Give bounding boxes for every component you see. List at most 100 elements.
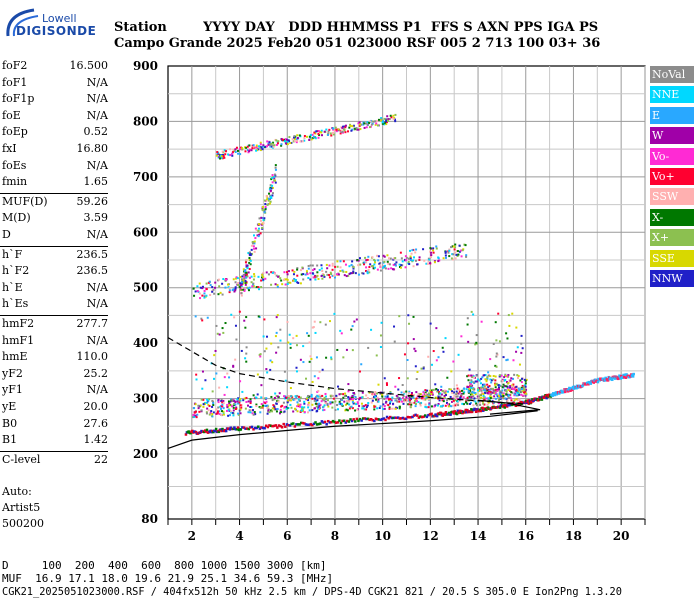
echo-point — [336, 265, 339, 268]
trace-point — [512, 401, 515, 405]
echo-point — [219, 405, 222, 408]
echo-point — [524, 385, 527, 388]
echo-point — [200, 409, 203, 412]
y-tick-label: 800 — [133, 114, 158, 128]
echo-point — [218, 152, 221, 155]
echo-point — [321, 277, 324, 280]
echo-point — [479, 403, 482, 406]
trace-point — [342, 419, 346, 423]
echo-point — [349, 124, 352, 127]
param-value: N/A — [86, 158, 108, 172]
trace-point — [373, 419, 376, 423]
echo-point — [366, 397, 369, 400]
echo-point — [259, 141, 262, 144]
echo-point — [437, 356, 440, 359]
echo-point — [373, 405, 376, 408]
trace-point — [194, 431, 198, 434]
echo-point — [283, 406, 286, 409]
echo-point — [270, 395, 273, 398]
echo-point — [450, 405, 453, 408]
echo-point — [482, 388, 485, 391]
echo-point — [252, 242, 255, 245]
echo-point — [477, 387, 480, 390]
echo-point — [286, 282, 289, 285]
echo-point — [232, 148, 235, 151]
echo-point — [285, 407, 288, 410]
echo-point — [321, 406, 324, 409]
echo-point — [452, 404, 455, 407]
trace-point — [627, 374, 630, 378]
echo-point — [234, 281, 237, 284]
param-hmf2: hmF2 277.7 — [2, 317, 108, 333]
echo-point — [466, 386, 469, 389]
echo-point — [460, 335, 463, 338]
echo-point — [412, 265, 415, 268]
echo-point — [222, 155, 225, 158]
echo-point — [306, 273, 309, 276]
echo-point — [339, 132, 342, 135]
echo-point — [264, 277, 267, 280]
echo-point — [455, 402, 458, 405]
echo-point — [504, 373, 507, 376]
echo-point — [296, 410, 299, 413]
echo-point — [273, 177, 276, 180]
echo-point — [500, 374, 503, 377]
echo-point — [442, 400, 445, 403]
echo-point — [408, 322, 411, 325]
trace-point — [417, 416, 421, 419]
echo-point — [234, 150, 237, 153]
trace-point — [274, 424, 278, 427]
echo-point — [408, 263, 411, 266]
lowell-digisonde-logo: Lowell DIGISONDE — [4, 6, 104, 40]
echo-point — [237, 397, 240, 400]
echo-point — [277, 400, 280, 403]
echo-point — [506, 375, 509, 378]
echo-point — [248, 261, 251, 264]
echo-point — [409, 255, 412, 258]
echo-point — [247, 151, 250, 154]
echo-point — [256, 373, 259, 376]
echo-point — [328, 273, 331, 276]
echo-point — [497, 388, 500, 391]
echo-point — [237, 412, 240, 415]
echo-point — [409, 249, 412, 252]
echo-point — [366, 270, 369, 273]
echo-point — [386, 115, 389, 118]
param-name: B0 — [2, 416, 18, 430]
echo-point — [252, 234, 255, 237]
echo-point — [394, 264, 397, 267]
echo-point — [220, 398, 223, 401]
echo-point — [427, 392, 430, 395]
echo-point — [339, 402, 342, 405]
echo-point — [358, 370, 361, 373]
echo-point — [352, 267, 355, 270]
echo-point — [444, 404, 447, 407]
trace-point — [611, 378, 614, 382]
echo-point — [366, 258, 369, 261]
trace-point — [524, 399, 528, 403]
echo-point — [268, 192, 271, 195]
echo-point — [319, 395, 322, 398]
echo-point — [294, 395, 297, 398]
echo-point — [275, 395, 278, 398]
echo-point — [324, 395, 327, 398]
echo-point — [439, 392, 442, 395]
trace-point — [382, 417, 386, 420]
echo-point — [318, 394, 321, 397]
echo-point — [209, 294, 212, 297]
echo-point — [509, 385, 512, 388]
param-yf1: yF1 N/A — [2, 383, 108, 399]
echo-point — [479, 393, 482, 396]
echo-point — [295, 141, 298, 144]
echo-point — [494, 379, 497, 382]
legend-item-x: X+ — [650, 229, 694, 247]
echo-point — [452, 258, 455, 261]
echo-point — [236, 149, 239, 152]
echo-point — [426, 262, 429, 265]
echo-point — [520, 390, 523, 393]
echo-point — [222, 399, 225, 402]
echo-point — [409, 399, 412, 402]
echo-point — [291, 269, 294, 272]
echo-point — [232, 409, 235, 412]
